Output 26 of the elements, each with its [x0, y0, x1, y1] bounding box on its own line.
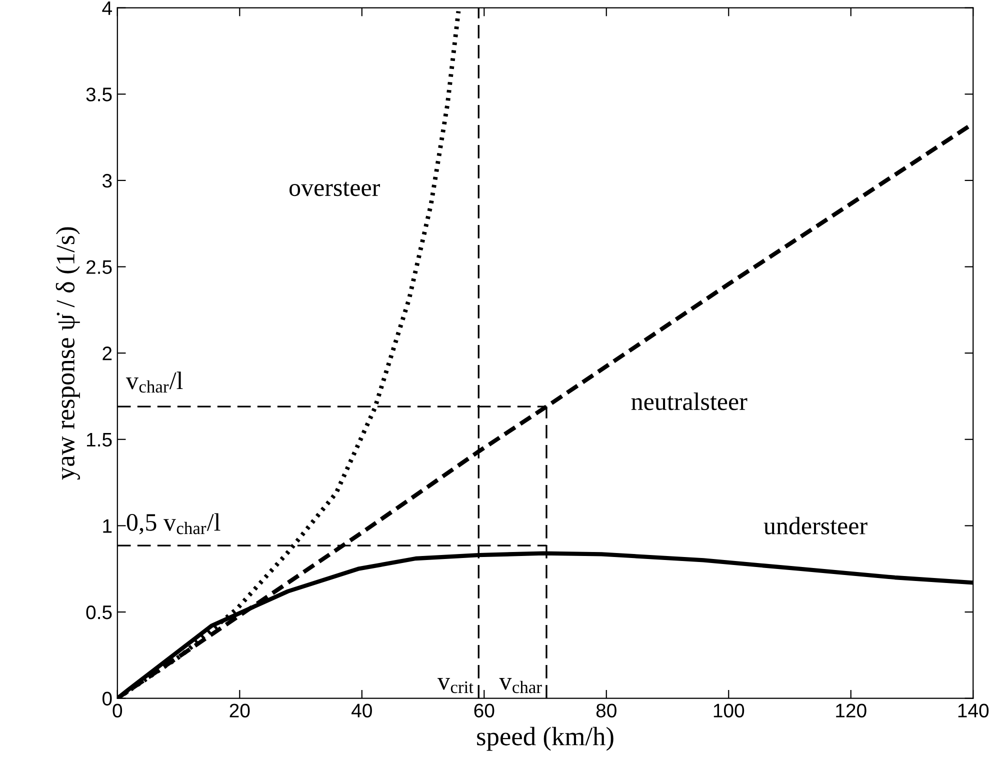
y-tick-label: 3	[102, 174, 112, 188]
x-tick-label: 0	[112, 704, 122, 718]
x-tick-label: 20	[230, 704, 250, 718]
y-tick-label: 1.5	[87, 433, 112, 447]
x-tick-label: 60	[474, 704, 494, 718]
x-tick-label: 140	[958, 704, 989, 718]
x-axis-title: speed (km/h)	[477, 726, 614, 751]
text: oversteer	[290, 182, 380, 196]
y-tick-label: 0	[102, 692, 112, 706]
series-label: neutralsteer	[631, 392, 748, 410]
annotation: v$_{crit}$	[437, 678, 474, 694]
y-axis-title: yaw response ψ̇ / δ (1/s)	[56, 227, 80, 480]
x-tick-label: 120	[836, 704, 866, 718]
x-tick-label: 100	[714, 704, 744, 718]
annotation: v$_{char}$	[499, 678, 542, 694]
y-tick-label: 4	[102, 1, 112, 15]
y-tick-label: 3.5	[86, 88, 112, 102]
x-tick-label: 80	[596, 704, 616, 718]
y-tick-label: 2.5	[86, 260, 112, 274]
annotation: v$_{char}$/l	[126, 372, 183, 393]
y-tick-label: 0.5	[86, 605, 112, 620]
annotation: 0,5 v$_{char}$/l	[126, 513, 220, 534]
x-tick-label: 40	[352, 704, 372, 718]
series-label: understeer	[764, 516, 868, 534]
y-tick-label: 2	[102, 346, 112, 360]
y-tick-label: 1	[103, 519, 112, 533]
